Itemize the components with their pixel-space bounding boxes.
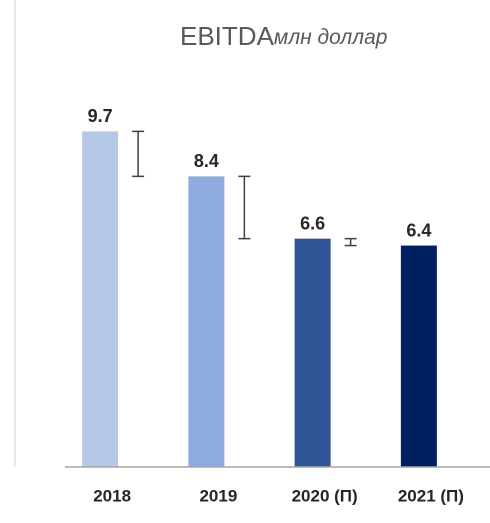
bar <box>188 176 225 468</box>
x-tick-label: 2019 <box>199 486 237 505</box>
chart-title-group: EBITDAмлн доллар <box>180 21 387 51</box>
value-label: 6.6 <box>300 213 325 233</box>
chart-title: EBITDA <box>180 21 275 51</box>
value-label: 8.4 <box>194 151 219 171</box>
bar <box>294 238 331 467</box>
bar <box>400 245 437 467</box>
chart-subtitle: млн доллар <box>274 26 388 49</box>
value-label: 6.4 <box>406 220 431 240</box>
value-label: 9.7 <box>88 106 113 126</box>
bar <box>82 131 119 467</box>
x-tick-label: 2020 (П) <box>292 486 358 505</box>
x-tick-label: 2021 (П) <box>398 486 464 505</box>
error-bar <box>344 237 357 247</box>
error-bar <box>238 175 251 240</box>
error-bar <box>132 130 145 178</box>
x-tick-label: 2018 <box>93 486 131 505</box>
